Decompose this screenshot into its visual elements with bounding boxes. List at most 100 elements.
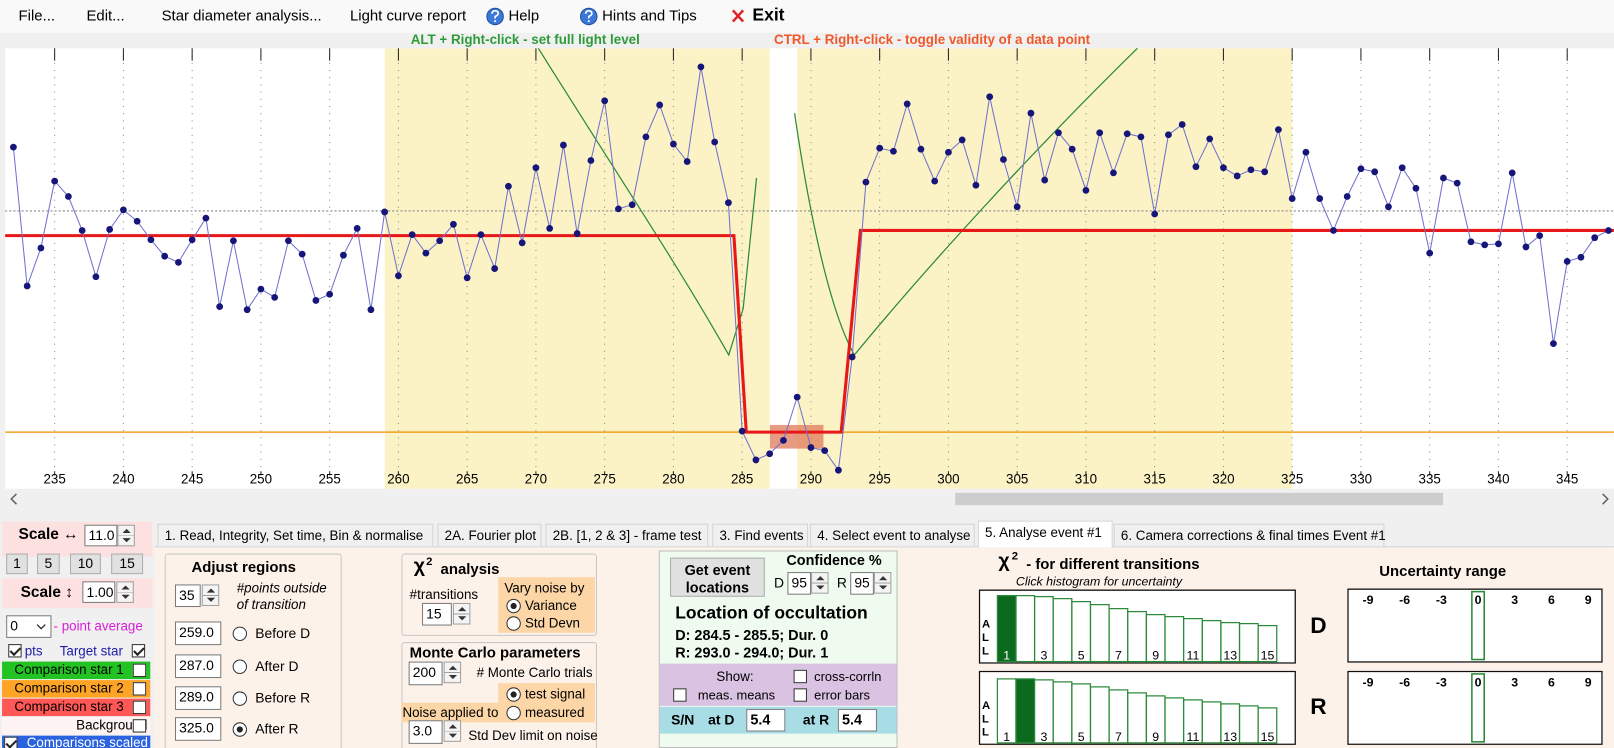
data-point (1096, 129, 1104, 137)
uncertainty-tick-label: -3 (1436, 593, 1447, 607)
scroll-right[interactable] (1602, 493, 1609, 505)
menu-star-diameter[interactable]: Star diameter analysis... (161, 8, 322, 25)
x-tick-label: 305 (1006, 472, 1028, 487)
histogram-bar[interactable] (1089, 686, 1110, 744)
histogram-bar[interactable] (1201, 619, 1222, 663)
scroll-left[interactable] (10, 493, 18, 505)
tab[interactable]: 2A. Fourier plot (437, 523, 542, 547)
checkbox[interactable] (132, 682, 147, 696)
trials-input[interactable]: 200 (408, 661, 443, 686)
menu-exit[interactable]: Exit (752, 5, 785, 25)
analysis-region (384, 48, 770, 489)
tab[interactable]: 2B. [1, 2 & 3] - frame test (545, 523, 709, 547)
uncertainty-marker (1471, 590, 1485, 661)
histogram-bar[interactable] (1164, 697, 1185, 744)
radio-button[interactable] (232, 722, 248, 737)
d-confidence[interactable]: 95 (787, 572, 812, 595)
checkbox[interactable] (8, 644, 22, 658)
menu-hints[interactable]: Hints and Tips (602, 8, 697, 25)
spin-button[interactable] (443, 661, 462, 684)
data-point (491, 265, 499, 272)
points-input[interactable]: 35 (174, 584, 201, 608)
data-point (298, 250, 306, 258)
uncertainty-plot[interactable]: -9 -6 -3 0 3 6 9 (1347, 588, 1603, 663)
tab[interactable]: 1. Read, Integrity, Set time, Bin & norm… (157, 523, 434, 547)
histogram-bar[interactable] (1238, 705, 1259, 744)
step-button[interactable]: 1 (6, 553, 28, 575)
histogram-bar[interactable] (1201, 701, 1222, 744)
data-point (216, 303, 224, 311)
menu-help[interactable]: Help (508, 8, 540, 25)
step-button[interactable]: 5 (37, 553, 60, 575)
get-locations-button[interactable] (670, 557, 765, 597)
histogram-bar[interactable] (1127, 692, 1147, 744)
tab[interactable]: 3. Find events (712, 523, 809, 547)
menu-file[interactable]: File... (18, 8, 56, 25)
tab[interactable]: 6. Camera corrections & final times Even… (1113, 523, 1386, 547)
region-input[interactable]: 287.0 (174, 654, 222, 679)
spin-button[interactable] (811, 572, 829, 594)
tab[interactable]: 4. Select event to analyse (810, 523, 975, 547)
spin-button[interactable] (117, 524, 135, 547)
menu-report[interactable]: Light curve report (349, 8, 467, 25)
radio-button[interactable] (232, 626, 248, 642)
spin-button[interactable] (201, 584, 220, 607)
checkbox[interactable] (132, 719, 147, 733)
menu-edit[interactable]: Edit... (86, 8, 125, 25)
radio-button[interactable] (506, 616, 521, 631)
spin-button[interactable] (873, 572, 892, 594)
step-button[interactable]: 15 (111, 553, 144, 575)
uncertainty-plot[interactable]: -9 -6 -3 0 3 6 9 (1347, 670, 1603, 745)
bin-label: 13 (1223, 649, 1237, 663)
spin-button[interactable] (116, 581, 134, 603)
r-confidence[interactable]: 95 (850, 572, 874, 595)
limit-input[interactable]: 3.0 (408, 720, 443, 744)
histogram-bar[interactable] (1238, 622, 1259, 663)
histogram-bar[interactable] (1089, 603, 1110, 663)
region-input[interactable]: 325.0 (174, 717, 222, 741)
scale-h-input[interactable]: 11.0 (84, 524, 118, 547)
radio-button[interactable] (506, 687, 521, 702)
tab[interactable]: 5. Analyse event #1 (977, 520, 1113, 548)
chi2-curve (537, 48, 758, 357)
checkbox[interactable] (793, 688, 807, 702)
scrollbar-thumb[interactable] (955, 492, 1444, 506)
data-point (340, 251, 347, 259)
histogram-bar[interactable] (1164, 615, 1185, 663)
checkbox[interactable] (132, 700, 147, 715)
transitions-input[interactable]: 15 (422, 602, 452, 626)
average-dropdown[interactable]: 0 (6, 615, 52, 638)
checkbox[interactable] (131, 644, 146, 658)
checkbox[interactable] (673, 688, 687, 702)
histogram-bar[interactable] (1257, 707, 1278, 744)
sn-d[interactable]: 5.4 (746, 708, 786, 732)
sn-r[interactable]: 5.4 (837, 708, 877, 732)
radio-button[interactable] (232, 691, 248, 706)
checkbox[interactable] (132, 663, 147, 678)
region-label: After R (255, 721, 299, 737)
histogram-bar[interactable] (1257, 624, 1278, 663)
region-input[interactable]: 289.0 (174, 686, 222, 710)
histogram-bar[interactable] (1127, 610, 1147, 663)
histogram-bar[interactable] (1015, 594, 1036, 663)
uncertainty-tick-label: -3 (1436, 675, 1447, 689)
spin-button[interactable] (443, 720, 462, 742)
histogram-bar[interactable] (1052, 681, 1073, 744)
step-button[interactable]: 10 (69, 553, 101, 575)
data-point (243, 306, 251, 314)
radio-button[interactable] (506, 705, 521, 721)
radio-button[interactable] (232, 659, 248, 674)
region-input[interactable]: 259.0 (174, 621, 222, 646)
data-point (1371, 168, 1379, 176)
data-point (876, 144, 884, 152)
histogram-bar[interactable] (1052, 597, 1073, 663)
histogram-bar[interactable] (1015, 678, 1036, 744)
scale-v-input[interactable]: 1.00 (82, 581, 116, 603)
radio-button[interactable] (506, 598, 521, 614)
checkbox[interactable] (793, 669, 807, 684)
spin-button[interactable] (452, 602, 471, 625)
data-point (670, 140, 677, 148)
checkbox[interactable] (4, 736, 18, 748)
